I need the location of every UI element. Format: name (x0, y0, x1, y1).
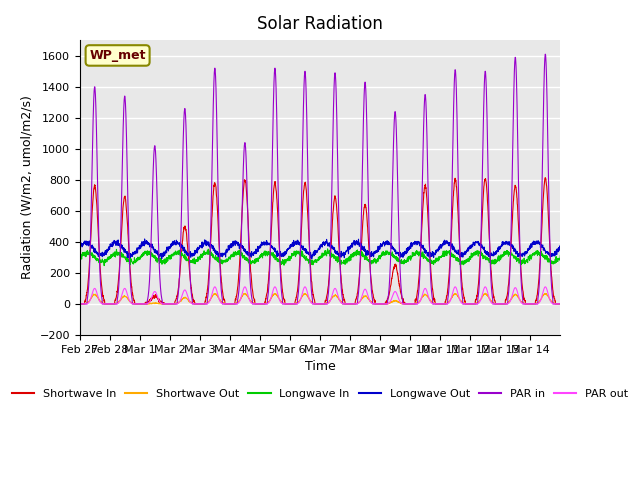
Shortwave In (124, 225, 132, 230)
Shortwave In (76, 301, 84, 307)
PAR in (228, 301, 236, 307)
PAR out (76, 301, 84, 307)
Longwave In (100, 263, 108, 268)
Shortwave In (348, 301, 356, 307)
Shortwave In (492, 299, 499, 304)
Longwave Out (141, 236, 148, 242)
Longwave In (492, 258, 499, 264)
PAR in (124, 191, 132, 197)
PAR in (541, 51, 549, 57)
PAR in (550, 301, 557, 307)
PAR out (211, 284, 219, 290)
Shortwave In (541, 175, 549, 180)
Line: Longwave Out: Longwave Out (80, 239, 560, 259)
Longwave Out (124, 251, 132, 257)
Line: Shortwave In: Shortwave In (80, 178, 560, 304)
Shortwave Out (348, 301, 356, 307)
Line: PAR in: PAR in (80, 54, 560, 304)
Title: Solar Radiation: Solar Radiation (257, 15, 383, 33)
Text: WP_met: WP_met (90, 49, 146, 62)
Line: Shortwave Out: Shortwave Out (80, 293, 560, 304)
Longwave In (324, 246, 332, 252)
PAR out (349, 301, 356, 307)
Shortwave Out (228, 301, 236, 307)
PAR out (556, 301, 564, 307)
Legend: Shortwave In, Shortwave Out, Longwave In, Longwave Out, PAR in, PAR out: Shortwave In, Shortwave Out, Longwave In… (7, 384, 633, 403)
PAR out (550, 301, 557, 307)
Shortwave In (228, 301, 236, 307)
Line: PAR out: PAR out (80, 287, 560, 304)
Longwave In (465, 256, 472, 262)
Longwave Out (492, 251, 499, 256)
PAR out (124, 293, 132, 299)
Longwave Out (550, 252, 557, 257)
Longwave Out (228, 245, 236, 251)
Shortwave Out (550, 300, 557, 306)
Shortwave In (464, 301, 472, 307)
PAR in (556, 301, 564, 307)
PAR in (348, 301, 356, 307)
Shortwave Out (556, 301, 564, 307)
Shortwave Out (76, 301, 84, 307)
PAR out (465, 301, 472, 307)
Shortwave In (550, 294, 557, 300)
Shortwave Out (492, 301, 499, 307)
Line: Longwave In: Longwave In (80, 249, 560, 265)
Y-axis label: Radiation (W/m2, umol/m2/s): Radiation (W/m2, umol/m2/s) (21, 96, 34, 279)
PAR in (464, 301, 472, 307)
Longwave Out (556, 242, 564, 248)
Longwave Out (308, 256, 316, 262)
Longwave Out (349, 243, 356, 249)
PAR out (228, 301, 236, 307)
Longwave Out (76, 245, 84, 251)
Shortwave Out (124, 296, 132, 301)
Longwave Out (465, 248, 472, 254)
PAR out (492, 301, 499, 307)
PAR in (492, 301, 499, 307)
X-axis label: Time: Time (305, 360, 335, 373)
Longwave In (550, 259, 557, 264)
Longwave In (556, 253, 564, 259)
Shortwave Out (482, 290, 490, 296)
Longwave In (76, 253, 84, 259)
Longwave In (228, 253, 236, 259)
Longwave In (349, 251, 356, 257)
Longwave In (124, 258, 132, 264)
PAR in (76, 301, 84, 307)
Shortwave In (556, 301, 564, 307)
Shortwave Out (464, 301, 472, 307)
